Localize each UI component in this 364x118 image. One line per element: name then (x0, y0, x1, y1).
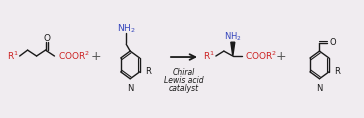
Text: R: R (334, 67, 340, 76)
Text: COOR$^2$: COOR$^2$ (58, 50, 91, 62)
Text: NH$_2$: NH$_2$ (224, 30, 242, 42)
Text: Chiral: Chiral (173, 68, 195, 77)
Text: Lewis acid: Lewis acid (164, 76, 204, 85)
Text: NH$_2$: NH$_2$ (117, 22, 135, 35)
Text: O: O (329, 38, 336, 47)
Text: catalyst: catalyst (169, 84, 199, 93)
Text: N: N (316, 84, 323, 93)
Text: N: N (127, 84, 133, 93)
Text: +: + (91, 50, 102, 63)
Text: +: + (275, 50, 286, 63)
Text: COOR$^2$: COOR$^2$ (245, 50, 277, 62)
Text: R: R (145, 67, 151, 76)
Polygon shape (231, 42, 235, 56)
Text: R$^1$: R$^1$ (7, 50, 19, 62)
Text: R$^1$: R$^1$ (203, 50, 215, 62)
Text: O: O (43, 34, 50, 43)
